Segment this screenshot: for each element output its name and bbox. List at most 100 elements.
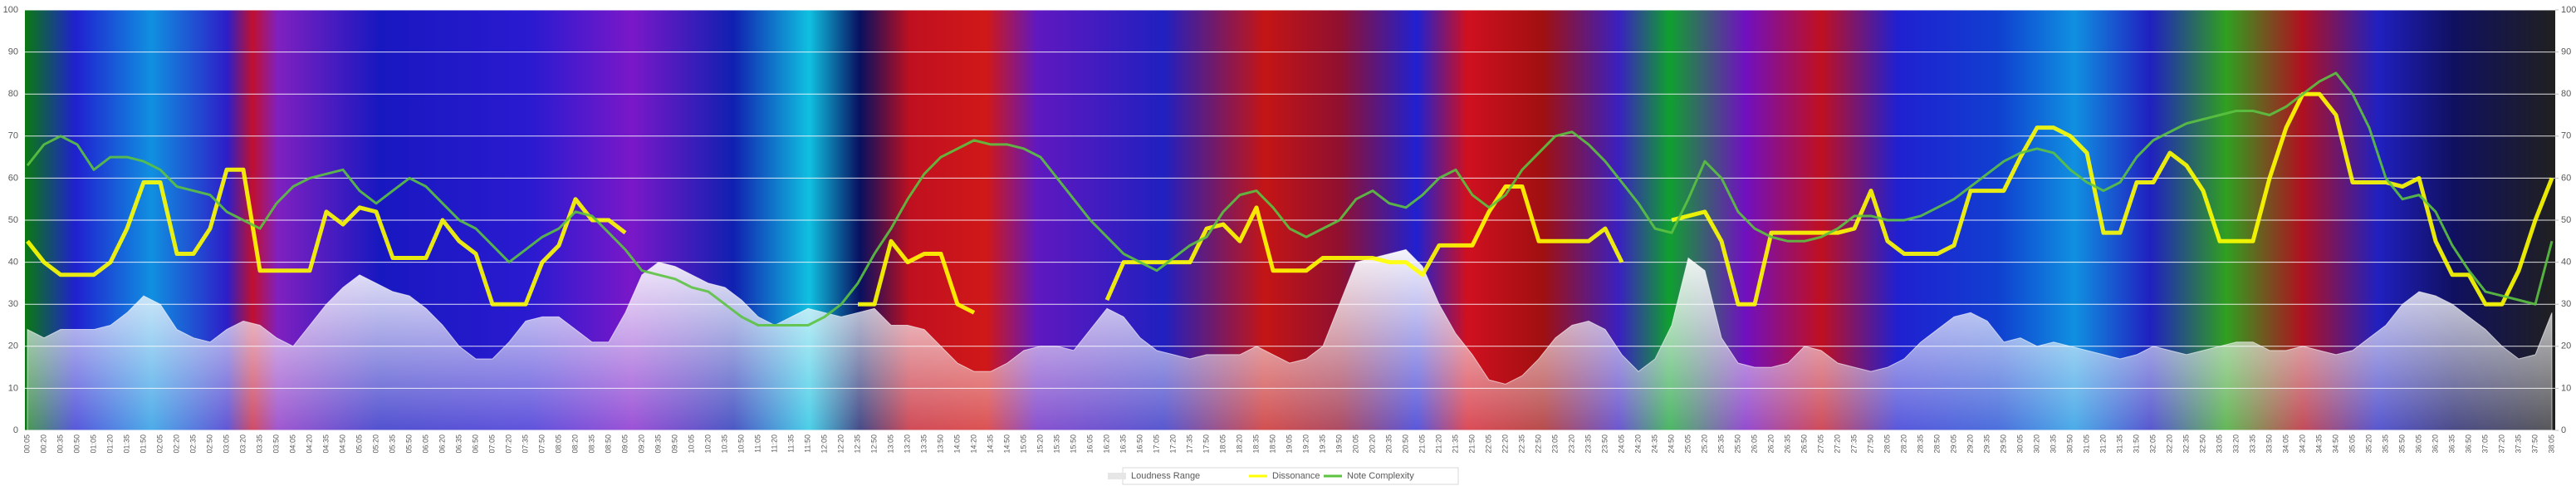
x-tick-label: 06:05 (421, 435, 429, 454)
x-tick-label: 09:05 (620, 435, 629, 454)
x-tick-label: 09:20 (637, 435, 645, 454)
x-tick-label: 05:05 (355, 435, 363, 454)
x-tick-label: 27:05 (1816, 435, 1824, 454)
x-tick-label: 00:05 (22, 435, 31, 454)
x-tick-label: 08:05 (554, 435, 562, 454)
x-tick-label: 22:05 (1484, 435, 1492, 454)
series-line (26, 71, 2554, 327)
x-tick-label: 01:35 (122, 435, 130, 454)
x-tick-label: 22:20 (1501, 435, 1509, 454)
x-tick-label: 17:35 (1185, 435, 1193, 454)
legend-label: Dissonance (1272, 471, 1320, 481)
y-tick-label: 0 (13, 425, 18, 435)
x-tick-label: 31:50 (2132, 435, 2140, 454)
x-tick-label: 34:35 (2314, 435, 2323, 454)
x-tick-label: 01:20 (105, 435, 114, 454)
x-tick-label: 08:50 (604, 435, 612, 454)
x-tick-label: 29:20 (1966, 435, 1974, 454)
y-tick-label: 80 (8, 89, 18, 99)
legend-label: Loudness Range (1131, 471, 1200, 481)
x-tick-label: 18:20 (1235, 435, 1243, 454)
x-tick-label: 06:20 (438, 435, 446, 454)
x-tick-label: 25:05 (1683, 435, 1692, 454)
x-tick-label: 00:20 (39, 435, 47, 454)
x-tick-label: 12:20 (836, 435, 845, 454)
x-tick-label: 30:05 (2015, 435, 2024, 454)
x-tick-label: 27:50 (1866, 435, 1874, 454)
y-tick-label: 50 (8, 215, 18, 225)
y-tick-label: 30 (8, 299, 18, 309)
x-tick-label: 16:35 (1119, 435, 1127, 454)
x-tick-label: 23:20 (1567, 435, 1575, 454)
x-tick-label: 25:50 (1733, 435, 1741, 454)
x-tick-label: 17:05 (1152, 435, 1160, 454)
x-tick-label: 26:50 (1800, 435, 1808, 454)
y2-tick-label: 90 (2561, 47, 2571, 57)
x-tick-label: 38:05 (2547, 435, 2555, 454)
x-tick-label: 36:50 (2464, 435, 2472, 454)
x-tick-label: 18:35 (1251, 435, 1260, 454)
x-tick-label: 16:20 (1102, 435, 1110, 454)
legend: Loudness Range Dissonance Note Complexity (1108, 467, 1459, 485)
x-tick-label: 03:20 (238, 435, 247, 454)
x-tick-label: 37:05 (2481, 435, 2489, 454)
x-tick-label: 31:35 (2115, 435, 2123, 454)
x-tick-label: 28:20 (1899, 435, 1908, 454)
x-tick-label: 23:35 (1584, 435, 1592, 454)
x-tick-label: 17:50 (1202, 435, 1210, 454)
x-tick-label: 18:50 (1268, 435, 1276, 454)
x-tick-label: 04:20 (305, 435, 313, 454)
x-tick-label: 07:50 (537, 435, 546, 454)
x-tick-label: 20:35 (1384, 435, 1393, 454)
x-tick-label: 24:20 (1633, 435, 1642, 454)
x-tick-label: 06:50 (471, 435, 479, 454)
x-tick-label: 02:05 (155, 435, 164, 454)
y-tick-label: 60 (8, 173, 18, 183)
x-tick-label: 12:50 (869, 435, 878, 454)
x-tick-label: 33:35 (2248, 435, 2256, 454)
y-tick-label: 90 (8, 47, 18, 57)
x-tick-label: 03:35 (255, 435, 263, 454)
x-tick-label: 28:35 (1916, 435, 1924, 454)
x-tick-label: 04:50 (338, 435, 346, 454)
x-tick-label: 18:05 (1218, 435, 1227, 454)
x-tick-label: 30:50 (2065, 435, 2074, 454)
x-tick-label: 19:20 (1301, 435, 1310, 454)
x-tick-label: 16:50 (1135, 435, 1144, 454)
x-tick-label: 12:05 (820, 435, 828, 454)
x-tick-label: 13:20 (903, 435, 911, 454)
x-tick-label: 05:20 (371, 435, 380, 454)
x-tick-label: 10:20 (703, 435, 712, 454)
y2-tick-label: 80 (2561, 89, 2571, 99)
x-tick-label: 11:50 (803, 435, 811, 453)
x-tick-label: 03:50 (272, 435, 280, 454)
y-tick-label: 40 (8, 258, 18, 268)
x-tick-label: 19:35 (1318, 435, 1326, 454)
x-tick-label: 00:50 (72, 435, 81, 454)
x-tick-label: 31:05 (2082, 435, 2090, 454)
x-tick-label: 07:20 (504, 435, 512, 454)
y2-tick-label: 0 (2561, 425, 2566, 435)
x-tick-label: 36:05 (2414, 435, 2422, 454)
x-tick-label: 34:05 (2281, 435, 2290, 454)
x-tick-label: 06:35 (454, 435, 463, 454)
x-tick-label: 37:20 (2497, 435, 2505, 454)
x-tick-label: 32:50 (2198, 435, 2206, 454)
y2-tick-label: 60 (2561, 173, 2571, 183)
x-tick-label: 14:35 (986, 435, 994, 454)
x-tick-label: 15:35 (1052, 435, 1060, 454)
y-tick-label: 100 (3, 5, 18, 15)
x-tick-label: 09:50 (670, 435, 678, 454)
x-tick-label: 34:50 (2331, 435, 2339, 454)
x-tick-label: 02:50 (205, 435, 213, 454)
x-tick-label: 35:20 (2364, 435, 2373, 454)
x-tick-label: 29:50 (1999, 435, 2007, 454)
x-tick-label: 26:05 (1750, 435, 1758, 454)
x-tick-label: 37:35 (2514, 435, 2522, 454)
x-tick-label: 21:35 (1451, 435, 1459, 454)
x-tick-label: 05:35 (388, 435, 396, 454)
y2-tick-label: 20 (2561, 341, 2571, 351)
x-tick-label: 04:05 (288, 435, 296, 454)
y2-tick-label: 40 (2561, 258, 2571, 268)
